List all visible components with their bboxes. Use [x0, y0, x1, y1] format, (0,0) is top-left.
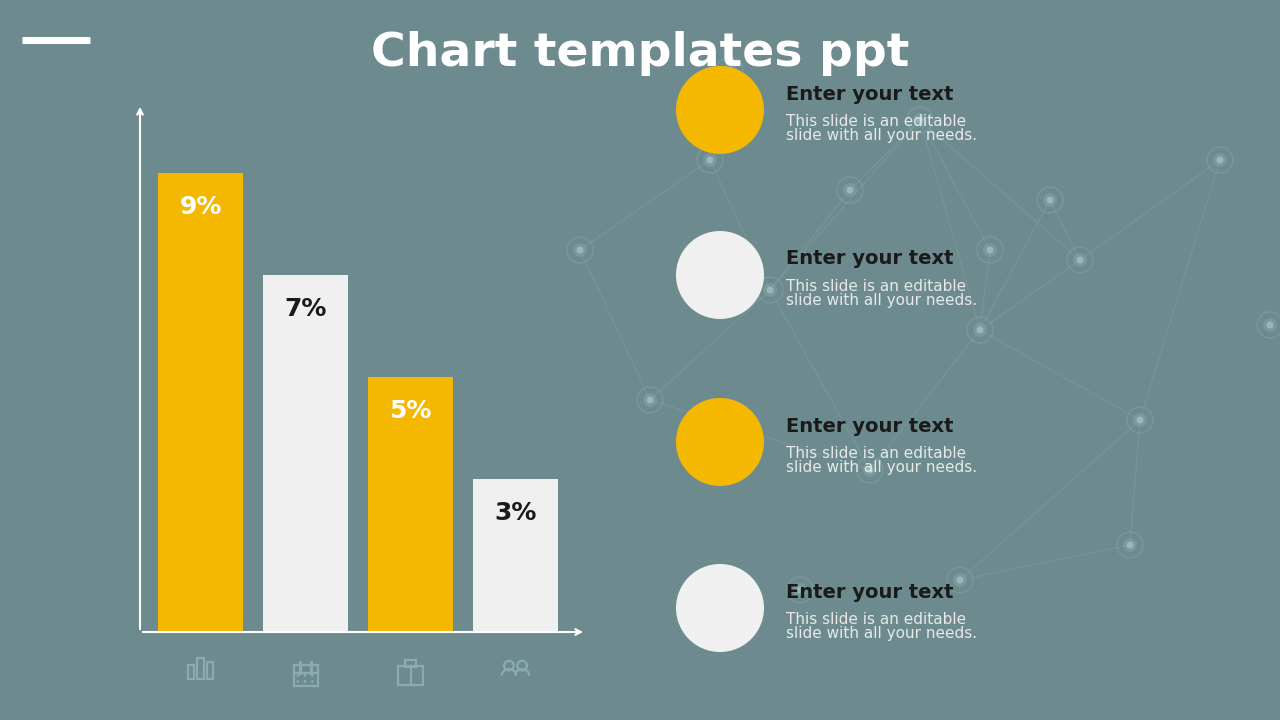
Bar: [207, 662, 214, 678]
Circle shape: [913, 113, 927, 127]
Text: This slide is an editable: This slide is an editable: [786, 279, 966, 294]
Text: This slide is an editable: This slide is an editable: [786, 114, 966, 129]
Circle shape: [767, 287, 773, 294]
Text: slide with all your needs.: slide with all your needs.: [786, 626, 977, 641]
Circle shape: [726, 442, 728, 445]
Circle shape: [718, 449, 721, 451]
Circle shape: [867, 467, 873, 474]
Circle shape: [646, 397, 654, 403]
Circle shape: [1263, 318, 1277, 332]
Bar: [262, 275, 348, 632]
Circle shape: [973, 323, 987, 337]
Text: 9%: 9%: [179, 195, 221, 219]
Bar: [474, 479, 558, 632]
Bar: [398, 666, 422, 685]
Bar: [707, 598, 713, 613]
Circle shape: [727, 66, 733, 73]
Text: slide with all your needs.: slide with all your needs.: [786, 128, 977, 143]
Circle shape: [977, 326, 983, 333]
Circle shape: [311, 674, 314, 677]
Circle shape: [796, 587, 804, 593]
Circle shape: [723, 63, 737, 77]
Circle shape: [703, 153, 717, 167]
Circle shape: [676, 66, 764, 154]
Circle shape: [954, 573, 966, 587]
Circle shape: [794, 583, 806, 597]
Bar: [188, 665, 195, 678]
Circle shape: [643, 393, 657, 407]
Bar: [157, 173, 243, 632]
Circle shape: [1213, 153, 1228, 167]
Text: 3%: 3%: [494, 501, 536, 525]
Circle shape: [710, 449, 713, 451]
Circle shape: [1133, 413, 1147, 427]
Text: Chart templates ppt: Chart templates ppt: [371, 32, 909, 76]
Text: Enter your text: Enter your text: [786, 250, 954, 269]
Circle shape: [1266, 322, 1274, 328]
Circle shape: [311, 680, 314, 683]
Text: Enter your text: Enter your text: [786, 84, 954, 104]
Bar: [293, 665, 317, 686]
Circle shape: [956, 577, 964, 583]
Circle shape: [707, 156, 713, 163]
Circle shape: [1123, 538, 1137, 552]
Circle shape: [1126, 541, 1134, 549]
Text: 5%: 5%: [389, 399, 431, 423]
Text: This slide is an editable: This slide is an editable: [786, 612, 966, 627]
Circle shape: [726, 449, 728, 451]
Bar: [369, 377, 453, 632]
Circle shape: [303, 674, 306, 677]
Circle shape: [846, 186, 854, 194]
Bar: [406, 660, 416, 667]
Circle shape: [573, 243, 588, 257]
Circle shape: [983, 243, 997, 257]
Text: slide with all your needs.: slide with all your needs.: [786, 460, 977, 475]
Circle shape: [676, 564, 764, 652]
Text: slide with all your needs.: slide with all your needs.: [786, 293, 977, 308]
Circle shape: [987, 246, 993, 253]
Circle shape: [297, 674, 300, 677]
Circle shape: [297, 680, 300, 683]
Bar: [714, 261, 726, 267]
Circle shape: [844, 183, 858, 197]
Circle shape: [718, 442, 721, 445]
Circle shape: [1073, 253, 1087, 267]
Circle shape: [1137, 416, 1143, 423]
Text: 7%: 7%: [284, 297, 326, 321]
Circle shape: [1043, 193, 1057, 207]
Circle shape: [303, 680, 306, 683]
Circle shape: [1076, 256, 1083, 264]
Bar: [717, 590, 723, 613]
Circle shape: [576, 246, 584, 253]
Circle shape: [916, 117, 923, 124]
Bar: [708, 432, 733, 455]
Bar: [707, 266, 733, 287]
Circle shape: [863, 463, 877, 477]
Circle shape: [763, 283, 777, 297]
Bar: [197, 657, 204, 678]
Text: This slide is an editable: This slide is an editable: [786, 446, 966, 461]
Bar: [727, 595, 733, 613]
Text: Enter your text: Enter your text: [786, 582, 954, 601]
Circle shape: [676, 398, 764, 486]
Circle shape: [1216, 156, 1224, 163]
Circle shape: [676, 231, 764, 319]
Circle shape: [1047, 197, 1053, 204]
Circle shape: [710, 442, 713, 445]
Text: Enter your text: Enter your text: [786, 416, 954, 436]
